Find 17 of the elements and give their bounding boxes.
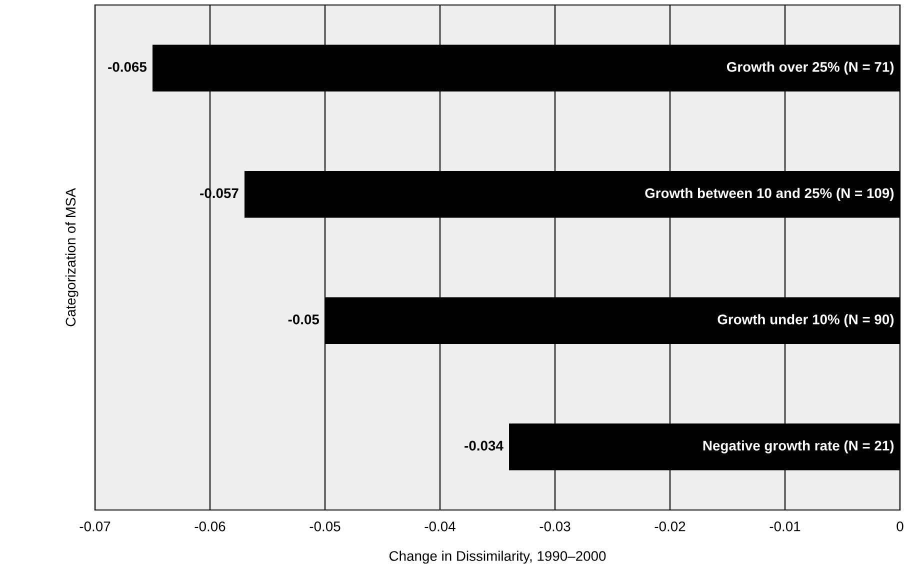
- data-label: -0.05: [288, 314, 320, 324]
- data-label: -0.034: [464, 440, 504, 451]
- x-tick-label: -0.01: [770, 521, 800, 532]
- y-axis-title: Categorization of MSA: [65, 188, 78, 326]
- data-label: -0.065: [108, 62, 147, 72]
- x-tick-label: -0.06: [194, 521, 226, 532]
- y-tick-label: Negative growth rate (N = 21): [703, 440, 894, 454]
- x-tick-label: -0.05: [310, 521, 340, 532]
- x-tick-label: 0: [896, 521, 904, 532]
- x-tick-label: -0.03: [540, 521, 570, 532]
- y-tick-label: Growth over 25% (N = 71): [726, 62, 894, 75]
- y-tick-label: Growth between 10 and 25% (N = 109): [645, 188, 894, 201]
- x-tick-label: -0.02: [654, 521, 686, 532]
- x-tick-label: -0.07: [80, 521, 110, 532]
- x-axis-title: Change in Dissimilarity, 1990–2000: [389, 550, 606, 564]
- x-tick-label: -0.04: [424, 521, 456, 532]
- y-tick-label: Growth under 10% (N = 90): [718, 314, 894, 328]
